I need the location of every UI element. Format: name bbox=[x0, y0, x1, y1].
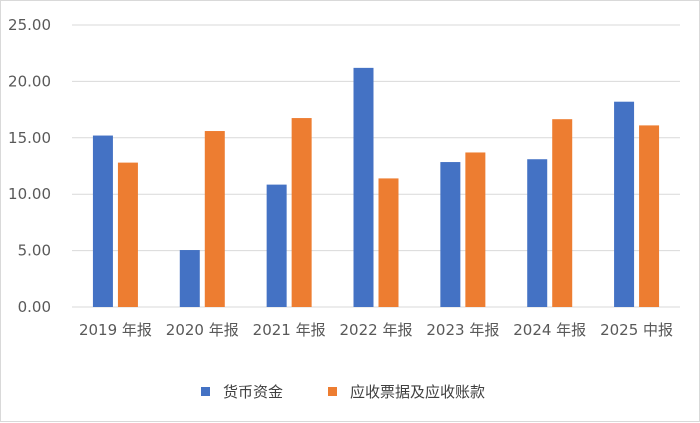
legend-swatch bbox=[328, 387, 337, 396]
y-tick-label: 5.00 bbox=[18, 242, 51, 260]
x-tick-label: 2019 年报 bbox=[79, 321, 152, 339]
y-tick-label: 15.00 bbox=[8, 129, 51, 147]
x-tick-label: 2022 年报 bbox=[340, 321, 413, 339]
y-axis: 0.00 5.00 10.00 15.00 20.00 25.00 bbox=[8, 16, 51, 316]
bar-receivables bbox=[291, 118, 312, 307]
x-tick-label: 2023 年报 bbox=[426, 321, 499, 339]
bar-receivables bbox=[639, 125, 660, 307]
bar-receivables bbox=[204, 131, 225, 307]
bars bbox=[92, 67, 660, 307]
bar-cash bbox=[92, 135, 113, 307]
bar-cash bbox=[179, 250, 200, 307]
bar-receivables bbox=[117, 162, 138, 307]
bar-receivables bbox=[378, 178, 399, 307]
bar-receivables bbox=[552, 119, 573, 307]
bar-receivables bbox=[465, 152, 486, 307]
y-tick-label: 25.00 bbox=[8, 16, 51, 34]
bar-cash bbox=[353, 67, 374, 307]
x-axis: 2019 年报 2020 年报 2021 年报 2022 年报 2023 年报 2024 … bbox=[79, 321, 673, 339]
legend-swatch bbox=[201, 387, 210, 396]
x-tick-label: 2025 中报 bbox=[600, 321, 673, 339]
bar-cash bbox=[614, 101, 635, 307]
y-tick-label: 20.00 bbox=[8, 72, 51, 90]
legend-label: 应收票据及应收账款 bbox=[350, 383, 485, 401]
y-tick-label: 0.00 bbox=[18, 298, 51, 316]
bar-cash bbox=[527, 159, 548, 307]
x-tick-label: 2021 年报 bbox=[253, 321, 326, 339]
x-tick-label: 2024 年报 bbox=[513, 321, 586, 339]
bar-cash bbox=[440, 162, 461, 307]
x-tick-label: 2020 年报 bbox=[166, 321, 239, 339]
gridlines bbox=[72, 24, 680, 308]
legend-label: 货币资金 bbox=[223, 383, 283, 401]
y-tick-label: 10.00 bbox=[8, 185, 51, 203]
legend: 货币资金 应收票据及应收账款 bbox=[201, 383, 485, 401]
bar-cash bbox=[266, 184, 287, 307]
